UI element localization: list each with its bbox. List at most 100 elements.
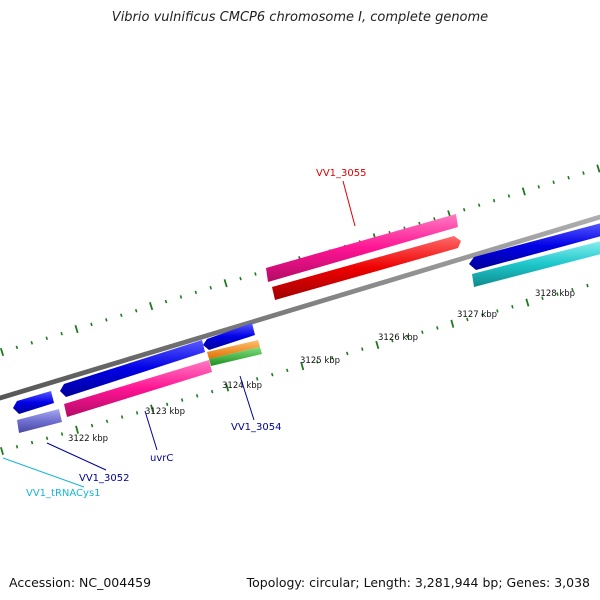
leader-uvrc (144, 410, 158, 451)
tick-label: 3124 kbp (222, 381, 262, 391)
label-vv1-3054[interactable]: VV1_3054 (231, 422, 282, 433)
tick-label: 3126 kbp (378, 333, 418, 343)
tick-label: 3127 kbp (457, 310, 497, 320)
gene-labels: VV1_3055 VV1_3054 uvrC VV1_3052 VV1_tRNA… (26, 168, 367, 499)
tick-mark (421, 330, 424, 334)
tick-mark (120, 313, 123, 318)
tick-mark (541, 296, 544, 301)
tick-mark (75, 425, 79, 434)
tick-mark (105, 419, 109, 424)
tick-label: 3123 kbp (145, 407, 185, 417)
tick-mark (433, 217, 436, 221)
tick-mark (511, 305, 514, 309)
label-vv1-trnacys1[interactable]: VV1_tRNACys1 (26, 488, 101, 499)
tick-mark (582, 171, 585, 175)
gene-red[interactable] (272, 236, 461, 300)
tick-mark (105, 318, 108, 322)
tick-mark (375, 340, 380, 350)
forward-strand-genes (13, 214, 600, 414)
tick-mark (195, 394, 199, 398)
label-vv1-3055[interactable]: VV1_3055 (316, 168, 367, 179)
gene-vv1-3055[interactable] (266, 214, 458, 282)
tick-mark (210, 389, 214, 394)
tick-mark (209, 285, 212, 290)
tick-mark (492, 198, 496, 203)
tick-mark (223, 279, 228, 288)
gene-right-blue[interactable] (469, 222, 600, 270)
tick-mark (164, 299, 168, 304)
tick-mark (361, 347, 364, 351)
label-vv1-3052[interactable]: VV1_3052 (79, 473, 130, 484)
tick-mark (496, 309, 499, 313)
inner-tick-ring (0, 283, 589, 456)
map-title: Vibrio vulnificus CMCP6 chromosome I, co… (111, 10, 489, 25)
tick-mark (254, 272, 257, 276)
tick-mark (406, 334, 409, 339)
tick-mark (0, 446, 4, 456)
tick-mark (90, 322, 93, 327)
gene-green[interactable] (209, 347, 262, 366)
gene-orange[interactable] (207, 340, 260, 359)
label-uvrc[interactable]: uvrC (150, 453, 173, 464)
tick-mark (225, 383, 230, 392)
tick-mark (150, 404, 155, 413)
tick-mark (60, 331, 63, 336)
tick-mark (45, 336, 48, 341)
tick-label: 3128 kbp (535, 289, 575, 299)
tick-mark (346, 351, 349, 356)
gene-vv1-3052-fwd[interactable] (13, 391, 54, 414)
tick-mark (30, 341, 34, 345)
tick-mark (567, 175, 570, 180)
tick-mark (0, 347, 5, 357)
label-leader-lines (2, 180, 356, 488)
tick-mark (149, 302, 154, 311)
tick-mark (507, 194, 511, 198)
tick-mark (571, 287, 574, 292)
tick-mark (521, 187, 526, 196)
tick-mark (30, 440, 34, 445)
tick-mark (391, 338, 394, 343)
tick-mark (331, 355, 334, 360)
tick-mark (450, 319, 455, 328)
tick-mark (15, 445, 19, 449)
tick-mark (134, 308, 138, 313)
tick-label: 3125 kbp (300, 356, 340, 366)
tick-mark (316, 360, 319, 364)
tick-mark (436, 326, 439, 330)
tick-mark (194, 290, 198, 295)
scale-tick-labels: 3122 kbp 3123 kbp 3124 kbp 3125 kbp 3126… (68, 289, 575, 444)
tick-mark (525, 298, 530, 307)
gene-pink-reverse[interactable] (64, 360, 212, 417)
leader-vv1-3055 (342, 180, 356, 227)
tick-mark (180, 398, 184, 402)
tick-mark (179, 295, 183, 299)
gene-uvrc-fwd[interactable] (60, 340, 205, 397)
leader-vv1-3052 (46, 442, 107, 471)
tick-mark (286, 368, 289, 373)
accession-text: Accession: NC_004459 (9, 575, 152, 590)
tick-mark (537, 185, 540, 189)
tick-mark (481, 313, 484, 318)
tick-mark (462, 208, 466, 212)
leader-vv1-3054 (239, 375, 255, 421)
tick-label: 3122 kbp (68, 434, 108, 444)
tick-mark (239, 276, 242, 281)
tick-mark (256, 377, 259, 381)
reverse-strand-genes (17, 236, 600, 433)
tick-mark (596, 164, 600, 173)
tick-mark (135, 411, 139, 415)
topology-text: Topology: circular; Length: 3,281,944 bp… (246, 575, 590, 590)
gene-vv1-3054[interactable] (203, 323, 255, 350)
tick-mark (271, 372, 274, 377)
leader-vv1-trnacys1 (2, 457, 85, 488)
chromosome-backbone (0, 214, 600, 401)
tick-mark (477, 203, 481, 207)
tick-mark (60, 432, 64, 436)
tick-mark (552, 180, 555, 185)
gene-purple-trna[interactable] (17, 409, 62, 433)
tick-mark (300, 362, 305, 371)
tick-mark (45, 436, 49, 441)
tick-mark (120, 415, 124, 419)
gene-right-cyan[interactable] (472, 240, 600, 287)
